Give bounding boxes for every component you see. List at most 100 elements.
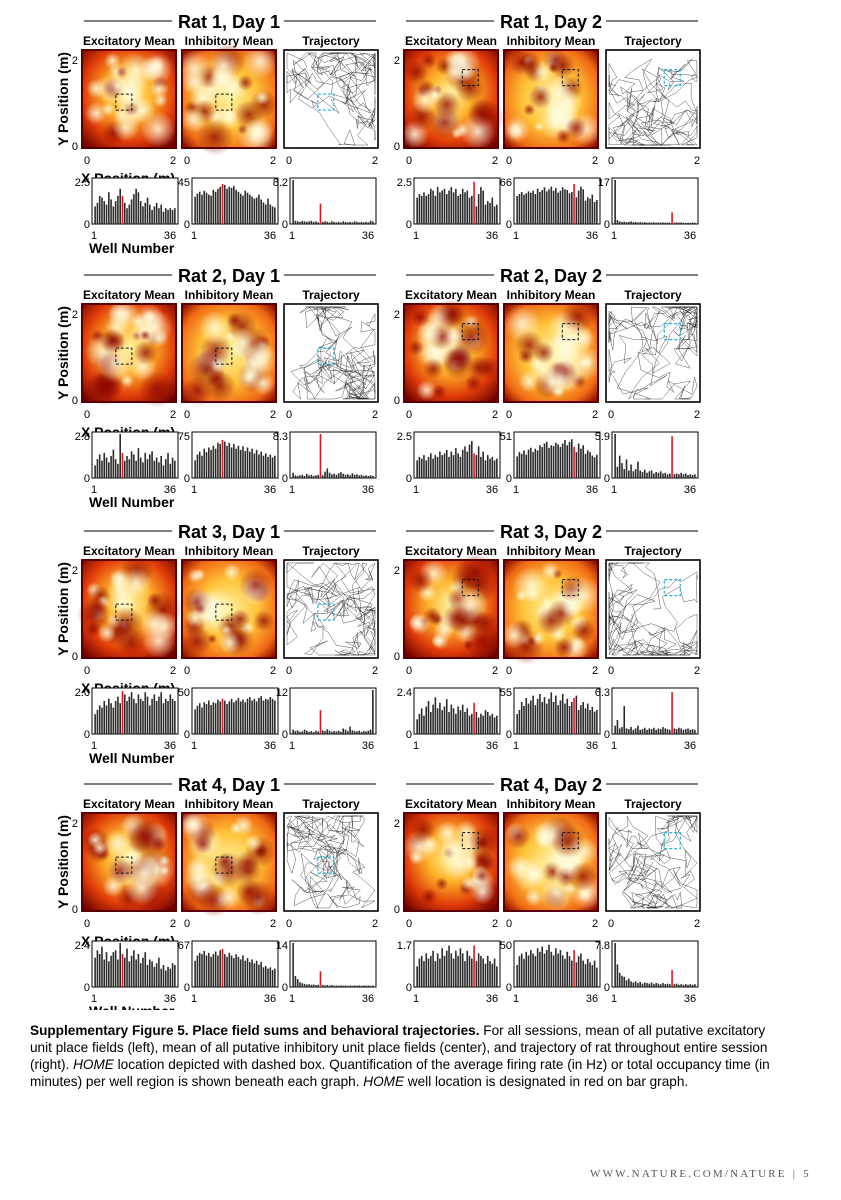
well-bar: [317, 222, 319, 224]
well-bar: [214, 191, 217, 224]
well-bar: [308, 731, 310, 734]
well-bar: [344, 474, 347, 478]
well-bar: [532, 953, 534, 987]
well-bar: [650, 222, 653, 224]
well-bar: [450, 451, 453, 478]
heatmap-edge: [503, 49, 599, 149]
well-bar: [235, 954, 237, 987]
well-bar: [669, 473, 671, 478]
well-bar: [326, 468, 329, 478]
well-bar: [219, 186, 221, 224]
bar-ymin-label: 0: [184, 982, 190, 994]
well-bar: [271, 969, 274, 987]
y-tick-label: 0: [394, 904, 400, 916]
well-bar: [269, 204, 272, 224]
well-bar: [112, 449, 115, 478]
well-bar: [434, 697, 437, 734]
heatmap-hotspot: [242, 342, 278, 378]
well-tick-label: 1: [611, 484, 617, 496]
well-tick-label: 1: [91, 230, 97, 242]
well-bar: [146, 696, 149, 734]
well-bar: [655, 729, 657, 734]
heatmap-hotspot: [531, 631, 546, 646]
well-bar: [244, 960, 247, 987]
well-bar: [618, 728, 621, 734]
well-bar: [340, 731, 342, 734]
well-bar: [548, 698, 550, 734]
well-bar: [527, 955, 530, 987]
well-bar: [582, 702, 584, 734]
well-bar: [678, 474, 680, 478]
well-bar: [214, 703, 217, 734]
y-tick-label: 0: [394, 395, 400, 407]
well-bar: [237, 956, 240, 987]
well-bar: [296, 730, 299, 734]
well-bar: [582, 445, 584, 478]
heatmap-edge: [503, 303, 599, 403]
well-bar: [618, 221, 621, 224]
bar-ymin-label: 0: [282, 473, 288, 485]
well-bar: [684, 222, 687, 224]
bar-ymin-label: 0: [604, 219, 610, 231]
well-tick-label: 1: [413, 993, 419, 1005]
well-bar: [523, 706, 525, 734]
trajectory-plot: [605, 812, 701, 912]
bar-chart-inhibitory-mean: 50 01 36: [178, 687, 279, 752]
well-bar: [105, 204, 108, 224]
heatmap-hotspot: [245, 116, 275, 146]
heatmap-hotspot: [97, 623, 117, 643]
well-bar: [657, 472, 660, 478]
x-tick-label: 2: [492, 665, 498, 677]
well-bar: [641, 472, 644, 478]
well-tick-label: 1: [413, 740, 419, 752]
well-bar: [539, 694, 541, 734]
well-bar: [340, 472, 342, 478]
well-bar: [208, 447, 210, 478]
well-bar: [103, 201, 106, 224]
bar-chart-inhibitory-mean: 67 01 36: [178, 940, 279, 1005]
well-bar: [659, 729, 662, 734]
well-bar: [669, 222, 671, 224]
well-bar: [427, 958, 430, 987]
well-bar: [210, 449, 212, 478]
well-bar: [251, 196, 253, 224]
well-bar: [235, 448, 237, 478]
well-bar: [641, 983, 644, 987]
well-bar: [301, 731, 304, 734]
well-bar: [441, 948, 443, 987]
x-tick-label: 2: [694, 409, 700, 421]
bar-chart-trajectory: 17 01 36: [598, 177, 699, 242]
trajectory-plot: [605, 303, 701, 403]
x-tick-label: 0: [286, 918, 292, 930]
well-bar: [196, 193, 199, 224]
well-bar: [201, 954, 203, 987]
panel-header: Excitatory Mean: [405, 797, 497, 811]
well-bar: [223, 954, 226, 987]
well-bar: [347, 222, 349, 224]
heatmap-hotspot: [139, 608, 169, 639]
well-bar: [353, 474, 356, 478]
well-bar: [130, 199, 133, 224]
well-bar: [335, 222, 338, 224]
inhibitory-heatmap: [176, 42, 279, 156]
well-bar: [119, 703, 121, 734]
well-bar: [457, 195, 459, 224]
well-bar: [518, 452, 521, 478]
heatmap-coldspot: [532, 341, 555, 364]
well-bar: [443, 453, 446, 478]
well-bar: [541, 190, 543, 224]
well-bar: [452, 708, 455, 734]
well-bar: [441, 710, 443, 734]
well-bar: [351, 222, 354, 224]
well-bar: [251, 448, 253, 478]
well-bar: [267, 968, 269, 987]
well-bar: [632, 222, 635, 224]
panel-header: Excitatory Mean: [405, 34, 497, 48]
bar-ymax-label: 6.3: [595, 687, 610, 699]
well-bar: [308, 475, 310, 478]
home-box-trajectory: [663, 323, 681, 341]
home-box: [215, 856, 233, 874]
bar-ymin-label: 0: [406, 473, 412, 485]
